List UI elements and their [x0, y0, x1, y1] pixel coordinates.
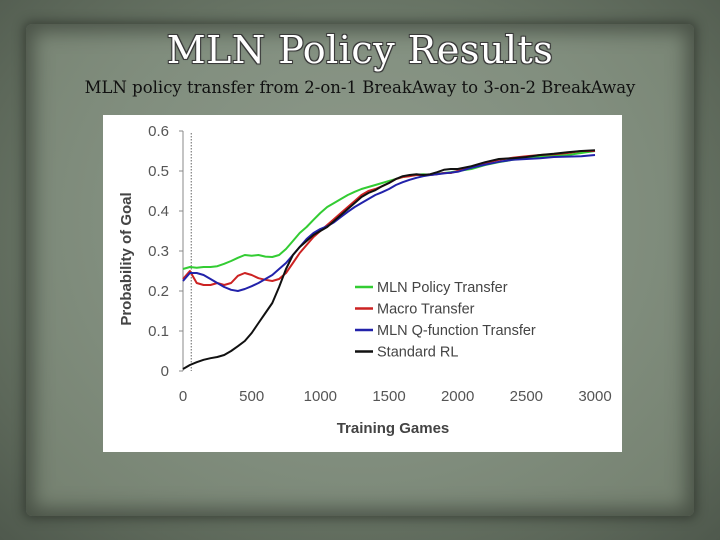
x-tick-label: 1000: [304, 388, 337, 405]
y-tick-label: 0.6: [148, 123, 169, 140]
y-tick-label: 0.3: [148, 243, 169, 260]
legend-label-3: MLN Q-function Transfer: [377, 323, 536, 339]
y-tick-label: 0.2: [148, 283, 169, 300]
y-tick-label: 0.4: [148, 203, 169, 220]
x-tick-label: 3000: [578, 388, 611, 405]
series-line-1: [182, 150, 596, 270]
x-tick-label: 0: [179, 388, 187, 405]
y-tick-label: 0: [161, 363, 169, 380]
line-chart: 0 0.1 0.2 0.3 0.4 0.5 0.6 0 500 1000 1500 2000 2500 3…: [118, 123, 612, 437]
chart-container: 0 0.1 0.2 0.3 0.4 0.5 0.6 0 500 1000 1500 2000 2500 3…: [103, 115, 622, 452]
x-axis-label: Training Games: [337, 420, 450, 437]
legend-label-4: Standard RL: [377, 345, 458, 361]
slide-subtitle: MLN policy transfer from 2-on-1 BreakAwa…: [84, 78, 636, 97]
legend-label-2: Macro Transfer: [377, 302, 475, 318]
x-tick-label: 1500: [372, 388, 405, 405]
x-tick-label: 2000: [441, 388, 474, 405]
y-tick-label: 0.1: [148, 323, 169, 340]
series-line-4: [182, 149, 596, 370]
series-line-3: [182, 154, 596, 292]
x-tick-label: 2500: [510, 388, 543, 405]
y-tick-label: 0.5: [148, 163, 169, 180]
y-axis-label: Probability of Goal: [118, 192, 135, 325]
series-line-2: [182, 150, 595, 286]
legend-label-1: MLN Policy Transfer: [377, 280, 508, 296]
x-tick-label: 500: [239, 388, 264, 405]
slide-title: MLN Policy Results: [166, 28, 554, 72]
